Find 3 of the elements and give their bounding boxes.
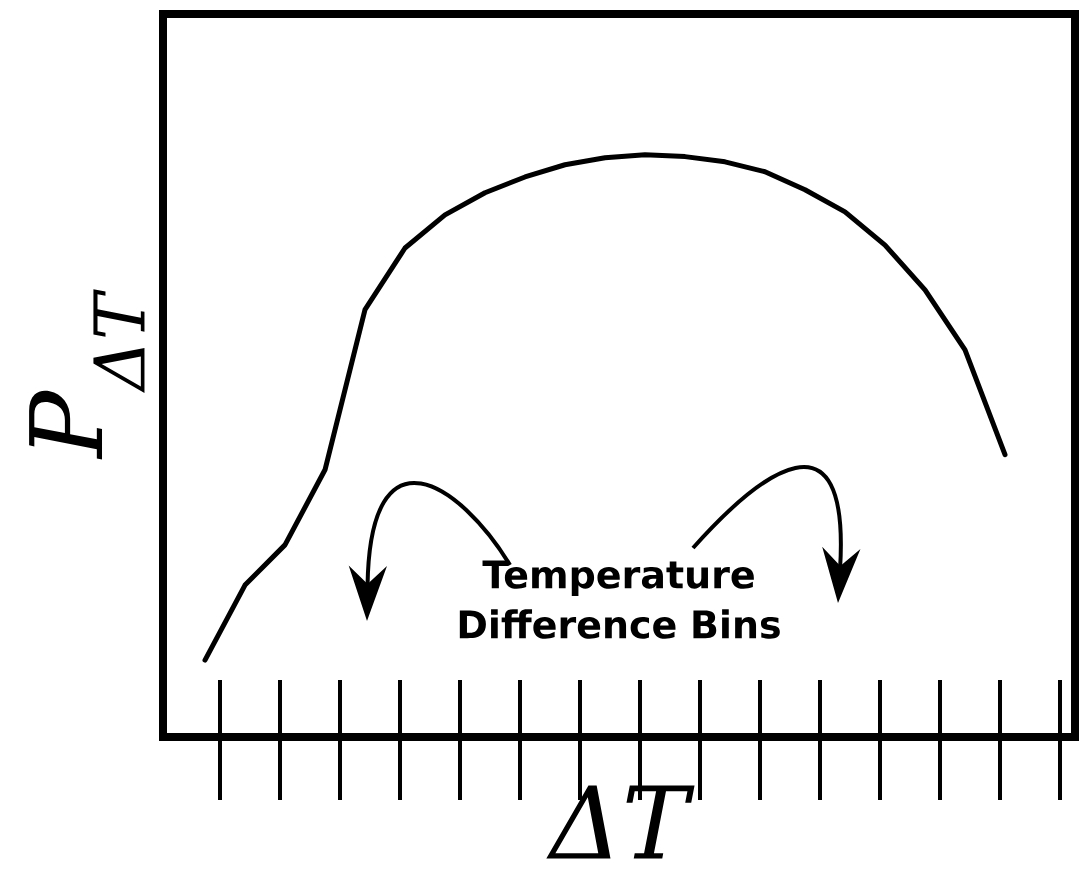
annotation: Temperature Difference Bins — [459, 560, 780, 639]
y-axis-title: P$_{ΔT}$ — [29, 289, 145, 460]
x-axis-title: ΔT — [546, 785, 695, 859]
